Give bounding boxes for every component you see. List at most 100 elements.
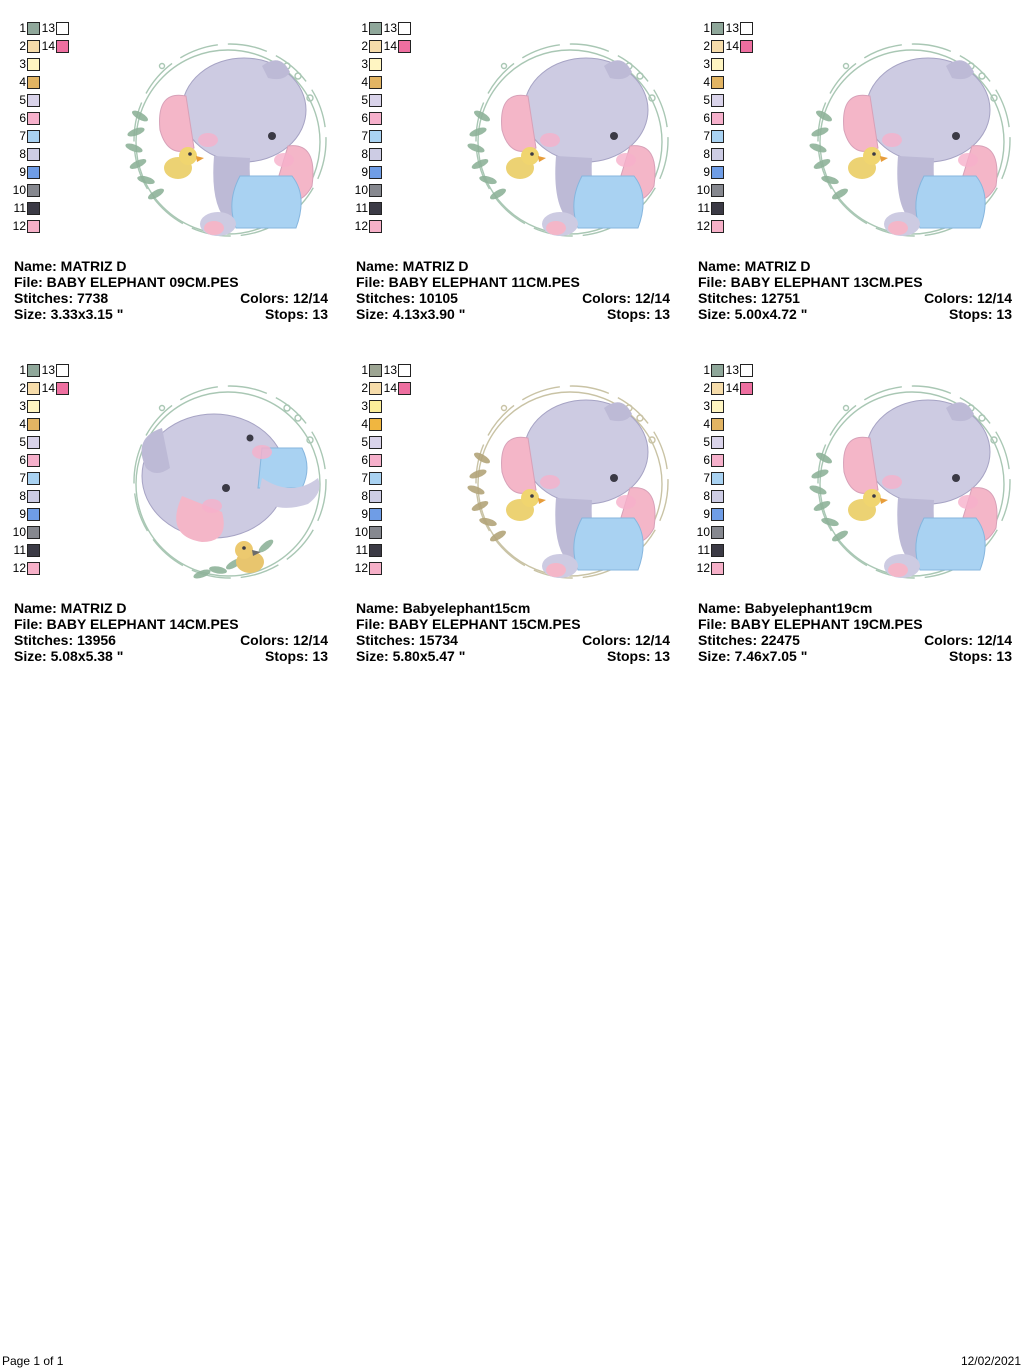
thread-swatch	[740, 363, 753, 377]
thread-swatch	[711, 183, 724, 197]
thread-swatch	[369, 57, 382, 71]
thread-swatch	[27, 165, 40, 179]
thread-row: 11	[342, 201, 382, 215]
thread-swatch	[369, 219, 382, 233]
elephant-illustration	[501, 399, 656, 578]
thread-number: 2	[361, 381, 368, 395]
design-name: Name: Babyelephant19cm	[698, 600, 873, 616]
design-info: Name: Babyelephant15cm File: BABY ELEPHAN…	[356, 600, 670, 664]
thread-number: 2	[361, 39, 368, 53]
thread-swatch	[398, 363, 411, 377]
thread-row: 9	[342, 165, 382, 179]
thread-swatch	[27, 543, 40, 557]
thread-swatch	[369, 543, 382, 557]
thread-number: 1	[19, 363, 26, 377]
design-size: Size: 4.13x3.90 "	[356, 306, 466, 322]
thread-number: 3	[361, 399, 368, 413]
thread-number: 8	[361, 489, 368, 503]
thread-swatch	[27, 93, 40, 107]
stitch-count: Stitches: 13956	[14, 632, 116, 648]
thread-number: 6	[361, 453, 368, 467]
thread-number: 6	[703, 453, 710, 467]
thread-number: 11	[355, 201, 368, 215]
thread-number: 7	[19, 129, 26, 143]
thread-swatch	[711, 363, 724, 377]
thread-number: 9	[703, 165, 710, 179]
thread-swatch	[369, 147, 382, 161]
thread-swatch	[369, 201, 382, 215]
thread-swatch	[711, 507, 724, 521]
thread-number: 13	[383, 363, 397, 377]
thread-number: 11	[697, 543, 710, 557]
thread-row: 12	[342, 219, 382, 233]
design-name: Name: MATRIZ D	[14, 258, 127, 274]
thread-swatch	[27, 39, 40, 53]
thread-row: 9	[0, 165, 40, 179]
leaf-branch	[809, 110, 848, 200]
floral-wreath	[475, 385, 669, 579]
thread-swatch	[711, 39, 724, 53]
thread-number: 3	[703, 57, 710, 71]
stitch-count: Stitches: 12751	[698, 290, 800, 306]
thread-row: 8	[684, 147, 724, 161]
thread-row: 10	[342, 183, 382, 197]
thread-row: 1 13	[342, 363, 411, 377]
thread-row: 9	[684, 507, 724, 521]
thread-row: 10	[342, 525, 382, 539]
thread-swatch	[27, 57, 40, 71]
thread-number: 14	[725, 39, 739, 53]
thread-swatch	[56, 21, 69, 35]
design-name: Name: MATRIZ D	[14, 600, 127, 616]
thread-swatch	[27, 525, 40, 539]
thread-number: 9	[361, 507, 368, 521]
thread-number: 2	[19, 39, 26, 53]
design-card: 1 13 2 14 3 4 5 6 7 8 9 10 11 12 Name: MATRIZ D File: B…	[355, 21, 676, 348]
thread-number: 1	[19, 21, 26, 35]
thread-swatch	[369, 453, 382, 467]
color-count: Colors: 12/14	[924, 290, 1012, 306]
thread-number: 10	[354, 183, 368, 197]
thread-number: 2	[19, 381, 26, 395]
thread-swatch	[711, 75, 724, 89]
thread-row: 6	[684, 453, 724, 467]
thread-swatch	[27, 363, 40, 377]
thread-number: 10	[12, 183, 26, 197]
thread-swatch	[740, 39, 753, 53]
thread-swatch	[27, 489, 40, 503]
thread-row: 10	[684, 525, 724, 539]
thread-row: 5	[684, 93, 724, 107]
thread-swatch	[27, 21, 40, 35]
thread-swatch	[711, 147, 724, 161]
thread-swatch	[27, 507, 40, 521]
thread-row: 5	[0, 93, 40, 107]
thread-swatch	[27, 471, 40, 485]
thread-row: 8	[684, 489, 724, 503]
thread-swatch	[740, 21, 753, 35]
page-number: Page 1 of 1	[2, 1354, 64, 1368]
thread-number: 2	[703, 39, 710, 53]
thread-row: 11	[342, 543, 382, 557]
thread-number: 14	[725, 381, 739, 395]
thread-swatch	[27, 147, 40, 161]
thread-number: 5	[361, 93, 368, 107]
design-name: Name: MATRIZ D	[356, 258, 469, 274]
thread-row: 1 13	[684, 21, 753, 35]
thread-number: 4	[703, 75, 710, 89]
thread-swatch	[711, 201, 724, 215]
design-size: Size: 5.08x5.38 "	[14, 648, 124, 664]
thread-swatch	[27, 129, 40, 143]
thread-swatch	[56, 39, 69, 53]
design-file: File: BABY ELEPHANT 11CM.PES	[356, 274, 580, 290]
thread-swatch	[711, 399, 724, 413]
duckling-illustration	[848, 147, 888, 179]
thread-number: 10	[354, 525, 368, 539]
thread-number: 12	[12, 219, 26, 233]
thread-swatch	[369, 363, 382, 377]
thread-number: 12	[12, 561, 26, 575]
thread-number: 6	[19, 453, 26, 467]
thread-row: 10	[0, 183, 40, 197]
stop-count: Stops: 13	[264, 648, 328, 664]
thread-number: 7	[703, 129, 710, 143]
thread-swatch	[711, 435, 724, 449]
design-size: Size: 7.46x7.05 "	[698, 648, 808, 664]
